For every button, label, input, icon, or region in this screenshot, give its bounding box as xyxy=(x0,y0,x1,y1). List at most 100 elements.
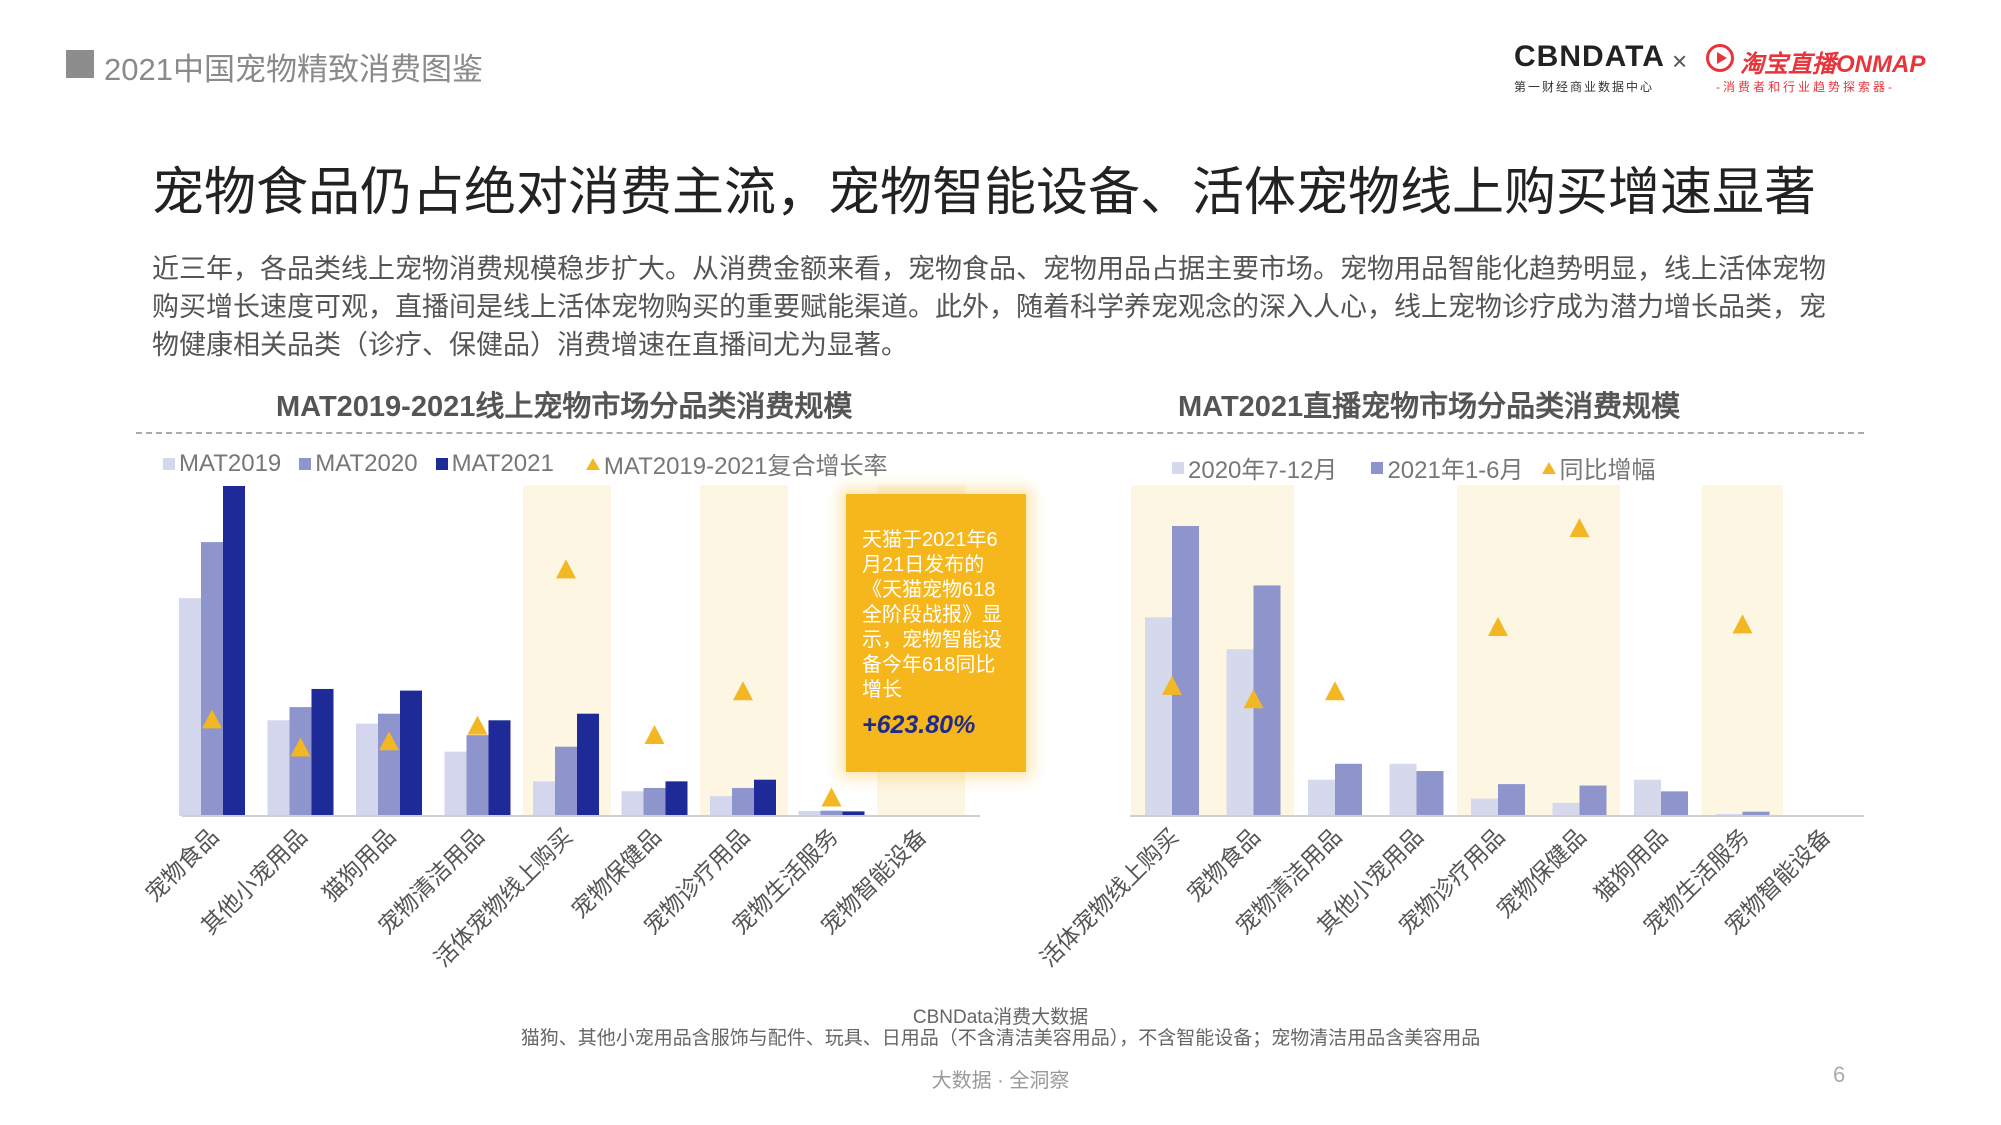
bar-2021年1-6月 xyxy=(1661,791,1688,816)
logo-separator: × xyxy=(1672,46,1688,76)
bar-MAT2021 xyxy=(311,688,334,816)
legend-item-mat2019: MAT2019 xyxy=(163,450,281,478)
page-number: 6 xyxy=(1833,1062,1846,1087)
bar-2020年7-12月 xyxy=(1389,763,1417,816)
triangle-icon xyxy=(585,457,600,470)
data-source: CBNData消费大数据 xyxy=(912,1007,1089,1028)
bar-MAT2020 xyxy=(466,735,489,816)
report-title: 2021中国宠物精致消费图鉴 xyxy=(104,52,483,87)
bar-MAT2021 xyxy=(577,713,599,816)
growth-point xyxy=(1162,675,1182,695)
legend-swatch xyxy=(1172,461,1184,474)
bar-MAT2019 xyxy=(621,791,644,816)
x-tick-label: 宠物食品 xyxy=(1182,823,1265,906)
bar-2020年7-12月 xyxy=(1715,813,1743,816)
growth-point xyxy=(1243,689,1264,709)
highlight-band xyxy=(700,485,788,816)
intro-paragraph: 近三年，各品类线上宠物消费规模稳步扩大。从消费金额来看，宠物食品、宠物用品占据主… xyxy=(152,254,1826,360)
bar-MAT2021 xyxy=(665,781,688,816)
bar-2021年1-6月 xyxy=(1172,526,1199,816)
bar-MAT2020 xyxy=(643,787,666,816)
bar-MAT2019 xyxy=(356,723,378,816)
page-title: 宠物食品仍占绝对消费主流，宠物智能设备、活体宠物线上购买增速显著 xyxy=(152,164,1817,222)
bar-MAT2019 xyxy=(710,796,732,816)
triangle-icon xyxy=(1541,461,1556,474)
right-chart-legend: 2020年7-12月 2021年1-6月 同比增幅 xyxy=(1172,450,1656,485)
footnote: 猫狗、其他小宠用品含服饰与配件、玩具、日用品（不含清洁美容用品），不含智能设备；… xyxy=(520,1028,1481,1049)
bar-2021年1-6月 xyxy=(1498,784,1525,816)
bar-2020年7-12月 xyxy=(1308,779,1335,816)
legend-item-h2021: 2021年1-6月 xyxy=(1371,450,1524,485)
highlight-band xyxy=(1457,485,1539,816)
bar-MAT2020 xyxy=(378,713,400,816)
highlight-band xyxy=(1701,485,1783,816)
left-chart-legend: MAT2019 MAT2020 MAT2021 MAT2019-2021复合增长… xyxy=(163,446,888,481)
legend-item-yoy: 同比增幅 xyxy=(1541,450,1656,485)
bar-MAT2020 xyxy=(289,707,312,816)
growth-point xyxy=(379,731,399,751)
x-tick-label: 宠物保健品 xyxy=(1491,823,1591,923)
play-icon xyxy=(1706,44,1734,72)
cbndata-logo-subtitle: 第一财经商业数据中心 xyxy=(1514,80,1655,94)
bar-MAT2021 xyxy=(754,779,776,816)
bar-MAT2019 xyxy=(798,811,821,816)
callout-value: +623.80% xyxy=(862,711,976,739)
bar-MAT2021 xyxy=(842,811,865,816)
taobao-live-logo-subtitle: -消费者和行业趋势探索器- xyxy=(1716,80,1895,94)
bar-2020年7-12月 xyxy=(1226,649,1254,816)
growth-point xyxy=(733,681,753,701)
bar-MAT2020 xyxy=(201,542,223,816)
legend-swatch xyxy=(435,457,448,470)
bar-2020年7-12月 xyxy=(1634,779,1661,816)
growth-point xyxy=(467,715,488,735)
bar-MAT2020 xyxy=(555,746,577,816)
bar-2020年7-12月 xyxy=(1145,617,1172,816)
title-divider xyxy=(136,432,1864,434)
growth-point xyxy=(821,787,842,807)
bar-MAT2020 xyxy=(732,787,754,816)
growth-point xyxy=(556,559,576,579)
cbndata-logo: CBNDATA xyxy=(1514,40,1665,73)
bar-MAT2019 xyxy=(533,781,555,816)
legend-item-growth: MAT2019-2021复合增长率 xyxy=(585,446,888,481)
bar-2020年7-12月 xyxy=(1471,798,1498,816)
bar-MAT2021 xyxy=(223,486,245,816)
bar-2020年7-12月 xyxy=(1552,802,1580,816)
x-tick-label: 猫狗用品 xyxy=(317,823,400,906)
bar-2021年1-6月 xyxy=(1416,771,1444,816)
bar-2021年1-6月 xyxy=(1335,763,1362,816)
highlight-band xyxy=(1538,485,1620,816)
x-tick-label: 猫狗用品 xyxy=(1589,823,1672,906)
legend-swatch xyxy=(1371,461,1384,474)
growth-point xyxy=(1569,518,1590,538)
growth-point xyxy=(644,725,665,744)
legend-item-h2020: 2020年7-12月 xyxy=(1172,450,1337,485)
bar-MAT2019 xyxy=(444,751,467,816)
x-tick-label: 活体宠物线上购买 xyxy=(1035,823,1183,971)
callout-text: 天猫于2021年6月21日发布的《天猫宠物618全阶段战报》显示，宠物智能设备今… xyxy=(862,529,1002,701)
footer-slogan: 大数据 · 全洞察 xyxy=(931,1070,1070,1092)
right-chart-title: MAT2021直播宠物市场分品类消费规模 xyxy=(1178,391,1681,423)
bar-MAT2021 xyxy=(400,690,422,816)
left-chart-title: MAT2019-2021线上宠物市场分品类消费规模 xyxy=(276,391,853,423)
legend-swatch xyxy=(299,457,312,470)
bar-MAT2019 xyxy=(179,598,201,816)
bar-MAT2021 xyxy=(488,720,511,816)
smart-device-callout: 天猫于2021年6月21日发布的《天猫宠物618全阶段战报》显示，宠物智能设备今… xyxy=(846,494,1026,772)
growth-point xyxy=(1325,681,1345,701)
growth-point xyxy=(202,709,222,729)
taobao-live-logo: 淘宝直播ONMAP xyxy=(1740,51,1926,78)
growth-point xyxy=(1732,614,1753,634)
legend-item-mat2020: MAT2020 xyxy=(299,450,418,478)
bar-2021年1-6月 xyxy=(1579,785,1607,816)
legend-item-mat2021: MAT2021 xyxy=(435,450,554,478)
growth-point xyxy=(290,737,311,757)
header-square xyxy=(66,50,94,78)
x-tick-label: 宠物食品 xyxy=(140,823,223,906)
bar-MAT2019 xyxy=(267,720,290,816)
growth-point xyxy=(1488,617,1508,637)
bar-MAT2020 xyxy=(820,810,843,816)
legend-swatch xyxy=(163,457,175,470)
bar-2021年1-6月 xyxy=(1742,811,1770,816)
